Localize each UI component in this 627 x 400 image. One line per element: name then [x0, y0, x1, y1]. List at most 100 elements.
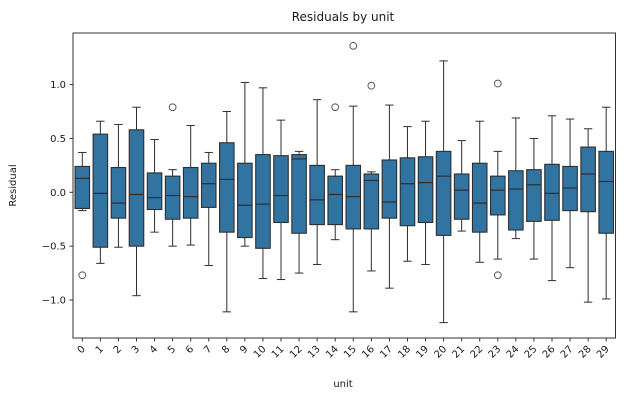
x-tick-label: 12	[288, 344, 305, 361]
iqr-box	[219, 142, 235, 233]
y-tick-label: −1.0	[42, 296, 66, 307]
box-unit-21	[453, 140, 470, 232]
x-tick-label: 0	[76, 344, 88, 356]
outlier-marker	[78, 271, 87, 280]
iqr-box	[471, 162, 488, 233]
box-unit-3	[128, 106, 145, 297]
box-unit-20	[435, 60, 452, 324]
iqr-box	[417, 156, 434, 224]
box-unit-8	[219, 111, 235, 313]
box-unit-26	[544, 115, 560, 282]
x-tick-label: 27	[559, 344, 576, 361]
iqr-box	[182, 166, 199, 219]
x-tick-label: 23	[487, 344, 504, 361]
outlier-marker	[349, 41, 358, 50]
iqr-box	[598, 150, 614, 234]
iqr-box	[92, 133, 109, 248]
box-unit-11	[273, 119, 289, 281]
box-unit-7	[200, 151, 217, 267]
x-tick-label: 5	[166, 344, 178, 356]
x-axis-ticks: 0 1 2 3 4 5 6 7 8 9 10 11 12 13 14 15 16 17 18 19 20 21 22 23 24…	[76, 338, 612, 361]
x-tick-label: 2	[112, 344, 124, 356]
axes-spines	[72, 32, 616, 339]
box-unit-24	[508, 117, 524, 240]
box-unit-18	[399, 126, 416, 262]
box-unit-15	[345, 41, 362, 313]
iqr-box	[237, 162, 253, 239]
iqr-box	[164, 175, 181, 220]
box-unit-13	[309, 99, 325, 265]
box-unit-25	[526, 137, 542, 260]
box-unit-10	[255, 87, 271, 279]
y-axis-ticks: 1.0 0.5 0.0 −0.5 −1.0	[42, 80, 73, 307]
iqr-box	[200, 162, 217, 208]
x-tick-label: 21	[451, 344, 468, 361]
x-tick-label: 24	[505, 344, 522, 361]
x-tick-label: 13	[306, 344, 323, 361]
iqr-box	[146, 172, 163, 211]
x-tick-label: 17	[378, 344, 395, 361]
box-unit-16	[363, 81, 380, 272]
iqr-box	[453, 173, 470, 220]
outlier-marker	[168, 103, 177, 112]
x-tick-label: 15	[342, 344, 359, 361]
y-tick-label: 1.0	[50, 80, 66, 91]
outlier-marker	[493, 79, 502, 88]
iqr-box	[309, 164, 325, 226]
iqr-box	[435, 150, 452, 236]
iqr-box	[489, 175, 506, 216]
boxes	[74, 41, 614, 324]
box-unit-19	[417, 120, 434, 265]
x-tick-label: 6	[184, 344, 196, 356]
box-unit-1	[92, 120, 109, 264]
iqr-box	[381, 159, 398, 219]
iqr-box	[508, 170, 524, 231]
x-tick-label: 10	[252, 344, 269, 361]
iqr-box	[327, 175, 344, 226]
y-tick-label: 0.0	[50, 188, 66, 199]
box-unit-4	[146, 139, 163, 233]
iqr-box	[526, 169, 542, 222]
x-tick-label: 28	[577, 344, 594, 361]
box-unit-23	[489, 79, 506, 280]
box-unit-12	[291, 150, 307, 274]
x-tick-label: 20	[432, 344, 449, 361]
x-tick-label: 16	[360, 344, 377, 361]
x-tick-label: 7	[202, 344, 214, 356]
box-unit-27	[562, 118, 578, 269]
box-unit-14	[327, 103, 344, 241]
outlier-marker	[331, 103, 340, 112]
x-tick-label: 1	[94, 344, 106, 356]
x-tick-label: 8	[220, 344, 232, 356]
iqr-box	[74, 165, 91, 210]
iqr-box	[363, 173, 380, 230]
plot-border	[72, 32, 616, 339]
y-axis-label: Residual	[8, 164, 19, 206]
x-axis-label: unit	[333, 379, 352, 390]
iqr-box	[110, 166, 127, 219]
box-unit-9	[237, 81, 253, 247]
outlier-marker	[493, 271, 502, 280]
x-tick-label: 3	[130, 344, 142, 356]
iqr-box	[273, 155, 289, 224]
x-tick-label: 14	[324, 344, 341, 361]
box-unit-17	[381, 104, 398, 289]
iqr-box	[580, 146, 596, 213]
x-tick-label: 29	[595, 344, 612, 361]
x-tick-label: 18	[396, 344, 413, 361]
x-tick-label: 4	[148, 344, 160, 356]
x-tick-label: 26	[541, 344, 558, 361]
iqr-box	[544, 163, 560, 221]
box-unit-29	[598, 106, 614, 300]
chart-title: Residuals by unit	[292, 10, 395, 24]
x-tick-label: 22	[469, 344, 486, 361]
box-unit-2	[110, 123, 127, 248]
box-unit-6	[182, 125, 199, 246]
box-unit-28	[580, 128, 596, 303]
y-tick-label: −0.5	[42, 242, 66, 253]
x-tick-label: 11	[270, 344, 287, 361]
y-tick-label: 0.5	[50, 134, 66, 145]
box-unit-22	[471, 120, 488, 263]
